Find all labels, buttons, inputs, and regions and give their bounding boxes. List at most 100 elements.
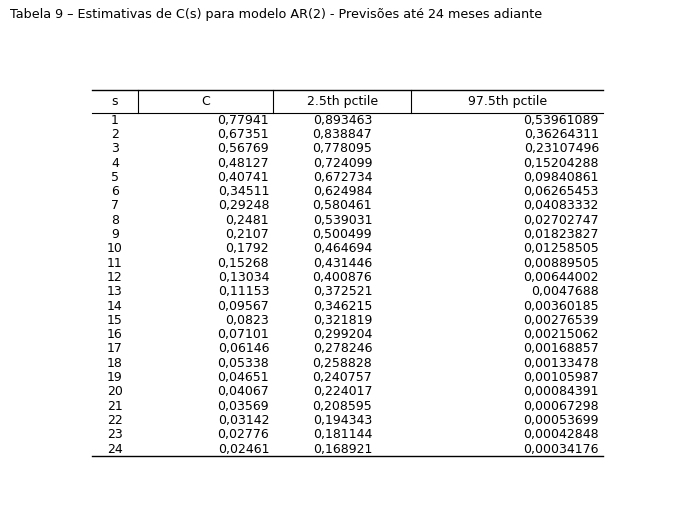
Text: 97.5th pctile: 97.5th pctile [468,95,547,108]
Text: 0,00360185: 0,00360185 [524,299,599,312]
Text: 6: 6 [111,185,119,198]
Text: 0,00889505: 0,00889505 [523,256,599,270]
Text: 0,67351: 0,67351 [217,128,269,141]
Text: 0,464694: 0,464694 [313,242,372,255]
Text: 0,02461: 0,02461 [218,442,269,456]
Text: 14: 14 [107,299,123,312]
Text: 0,00105987: 0,00105987 [523,371,599,384]
Text: 0,00053699: 0,00053699 [524,414,599,427]
Text: 7: 7 [111,199,119,212]
Text: 0,278246: 0,278246 [313,342,372,355]
Text: 8: 8 [111,214,119,227]
Text: 0,838847: 0,838847 [312,128,372,141]
Text: 0,02702747: 0,02702747 [524,214,599,227]
Text: s: s [112,95,118,108]
Text: 0,500499: 0,500499 [312,228,372,241]
Text: 0,01823827: 0,01823827 [524,228,599,241]
Text: 0,03142: 0,03142 [218,414,269,427]
Text: 22: 22 [107,414,123,427]
Text: 0,208595: 0,208595 [312,400,372,413]
Text: 0,15268: 0,15268 [217,256,269,270]
Text: 0,36264311: 0,36264311 [524,128,599,141]
Text: C: C [201,95,210,108]
Text: 0,00084391: 0,00084391 [524,385,599,398]
Text: 0,194343: 0,194343 [313,414,372,427]
Text: 0,06265453: 0,06265453 [524,185,599,198]
Text: 0,2481: 0,2481 [225,214,269,227]
Text: 0,13034: 0,13034 [218,271,269,284]
Text: 0,04651: 0,04651 [217,371,269,384]
Text: 0,77941: 0,77941 [217,113,269,126]
Text: 0,0823: 0,0823 [225,314,269,327]
Text: 0,346215: 0,346215 [313,299,372,312]
Text: 0,1792: 0,1792 [225,242,269,255]
Text: 12: 12 [107,271,123,284]
Text: 0,539031: 0,539031 [313,214,372,227]
Text: 0,672734: 0,672734 [313,171,372,184]
Text: 11: 11 [107,256,123,270]
Text: 0,06146: 0,06146 [218,342,269,355]
Text: 0,05338: 0,05338 [217,357,269,370]
Text: 24: 24 [107,442,123,456]
Text: 1: 1 [111,113,119,126]
Text: 0,372521: 0,372521 [313,285,372,298]
Text: 20: 20 [107,385,123,398]
Text: 16: 16 [107,328,123,341]
Text: 0,07101: 0,07101 [217,328,269,341]
Text: 0,2107: 0,2107 [225,228,269,241]
Text: 0,56769: 0,56769 [217,142,269,155]
Text: 3: 3 [111,142,119,155]
Text: Tabela 9 – Estimativas de C(s) para modelo AR(2) - Previsões até 24 meses adiant: Tabela 9 – Estimativas de C(s) para mode… [10,8,542,21]
Text: 0,258828: 0,258828 [312,357,372,370]
Text: 0,29248: 0,29248 [218,199,269,212]
Text: 0,00034176: 0,00034176 [524,442,599,456]
Text: 0,181144: 0,181144 [313,428,372,441]
Text: 0,778095: 0,778095 [312,142,372,155]
Text: 0,299204: 0,299204 [313,328,372,341]
Text: 2: 2 [111,128,119,141]
Text: 5: 5 [111,171,119,184]
Text: 0,00644002: 0,00644002 [524,271,599,284]
Text: 0,224017: 0,224017 [313,385,372,398]
Text: 0,04067: 0,04067 [217,385,269,398]
Text: 2.5th pctile: 2.5th pctile [307,95,378,108]
Text: 0,48127: 0,48127 [217,156,269,169]
Text: 0,724099: 0,724099 [313,156,372,169]
Text: 0,03569: 0,03569 [217,400,269,413]
Text: 0,02776: 0,02776 [217,428,269,441]
Text: 0,893463: 0,893463 [313,113,372,126]
Text: 0,00168857: 0,00168857 [523,342,599,355]
Text: 17: 17 [107,342,123,355]
Text: 0,40741: 0,40741 [217,171,269,184]
Text: 15: 15 [107,314,123,327]
Text: 0,321819: 0,321819 [313,314,372,327]
Text: 0,00067298: 0,00067298 [524,400,599,413]
Text: 0,09567: 0,09567 [217,299,269,312]
Text: 0,04083332: 0,04083332 [524,199,599,212]
Text: 0,01258505: 0,01258505 [523,242,599,255]
Text: 10: 10 [107,242,123,255]
Text: 0,09840861: 0,09840861 [524,171,599,184]
Text: 0,168921: 0,168921 [313,442,372,456]
Text: 21: 21 [107,400,123,413]
Text: 0,15204288: 0,15204288 [524,156,599,169]
Text: 0,11153: 0,11153 [218,285,269,298]
Text: 4: 4 [111,156,119,169]
Text: 0,00276539: 0,00276539 [524,314,599,327]
Text: 0,400876: 0,400876 [312,271,372,284]
Text: 0,00215062: 0,00215062 [524,328,599,341]
Text: 0,53961089: 0,53961089 [524,113,599,126]
Text: 0,00133478: 0,00133478 [524,357,599,370]
Text: 13: 13 [107,285,123,298]
Text: 0,23107496: 0,23107496 [524,142,599,155]
Text: 0,431446: 0,431446 [313,256,372,270]
Text: 0,240757: 0,240757 [312,371,372,384]
Text: 9: 9 [111,228,119,241]
Text: 0,580461: 0,580461 [312,199,372,212]
Text: 19: 19 [107,371,123,384]
Text: 0,0047688: 0,0047688 [531,285,599,298]
Text: 0,00042848: 0,00042848 [524,428,599,441]
Text: 0,624984: 0,624984 [313,185,372,198]
Text: 18: 18 [107,357,123,370]
Text: 23: 23 [107,428,123,441]
